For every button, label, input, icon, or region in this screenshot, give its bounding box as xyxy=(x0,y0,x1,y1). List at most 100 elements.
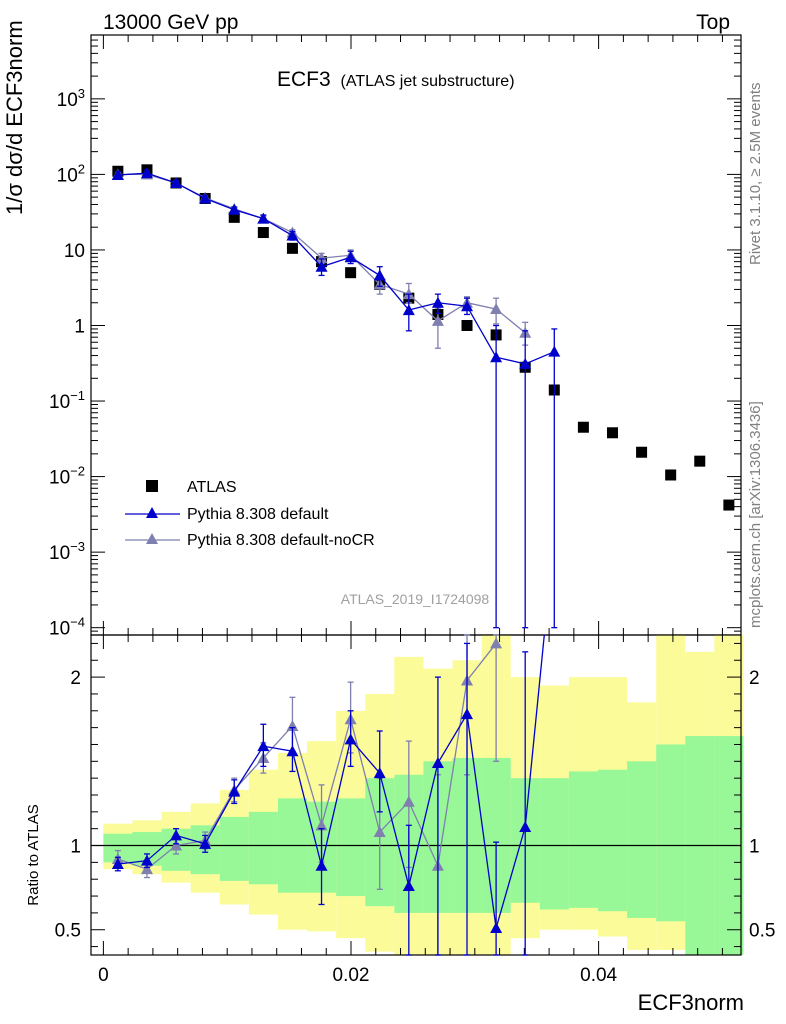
default-point xyxy=(199,192,212,204)
ratio-default-point xyxy=(257,740,270,752)
atlas-point xyxy=(577,421,589,433)
mcplots-label: mcplots.cern.ch [arXiv:1306.3436] xyxy=(747,401,764,628)
ratio-band-inner-bin xyxy=(627,761,657,918)
ratio-band-inner-bin xyxy=(598,769,628,912)
main-y-tick-label: 10−4 xyxy=(49,615,85,640)
ratio-default-point xyxy=(199,837,212,849)
main-axes: 10−4 10−3 10−2 10−1 1 10 102 103 xyxy=(49,34,742,640)
main-y-tick-label: 103 xyxy=(57,86,85,111)
legend-nocr-marker xyxy=(146,533,158,544)
default-point xyxy=(490,351,503,363)
default-point xyxy=(373,269,386,281)
default-point xyxy=(344,251,357,263)
ratio-default-point xyxy=(111,858,124,870)
default-point xyxy=(170,176,183,188)
ratio-default-point xyxy=(228,785,241,797)
legend-atlas-label: ATLAS xyxy=(187,479,237,496)
main-y-tick-label: 10−2 xyxy=(49,464,85,489)
atlas-point xyxy=(694,455,706,467)
ratio-default-point xyxy=(490,922,503,934)
x-tick-label: 0 xyxy=(98,965,109,986)
x-axis-label: ECF3norm xyxy=(638,990,744,1015)
ratio-default-point xyxy=(170,829,183,841)
ratio-default-point xyxy=(461,708,474,720)
ratio-default-point xyxy=(315,859,328,871)
atlas-point xyxy=(228,211,240,223)
x-tick-label: 0.02 xyxy=(333,965,370,986)
atlas-point xyxy=(257,227,269,239)
atlas-point xyxy=(665,469,677,481)
ratio-axes: 0 0.02 0.04 0.5 0.5 1 1 2 2 xyxy=(55,634,775,986)
y-axis-label-main-text: 1/σ dσ/d ECF3norm xyxy=(2,20,27,215)
rivet-label: Rivet 3.1.10, ≥ 2.5M events xyxy=(747,83,764,266)
ratio-band-inner-bin xyxy=(219,816,249,881)
default-line xyxy=(117,172,555,365)
atlas-point xyxy=(636,446,648,458)
default-point xyxy=(140,167,153,179)
ratio-y-tick-label-right: 2 xyxy=(749,668,760,689)
legend-default-marker xyxy=(146,507,158,518)
ratio-band-inner-bin xyxy=(539,778,569,910)
atlas-point xyxy=(606,427,618,439)
ratio-bands xyxy=(91,635,744,955)
ratio-default-point xyxy=(373,767,386,779)
ratio-y-tick-label-left: 2 xyxy=(70,668,81,689)
plot-title-sub: (ATLAS jet substructure) xyxy=(341,73,515,90)
main-y-tick-label: 1 xyxy=(74,316,85,337)
ratio-y-tick-label-left: 0.5 xyxy=(55,921,81,942)
y-axis-label-ratio: Ratio to ATLAS xyxy=(25,804,42,905)
header-right: Top xyxy=(696,11,730,34)
default-point xyxy=(228,203,241,215)
ratio-nocr-line xyxy=(117,643,497,870)
ratio-y-tick-label-right: 1 xyxy=(749,837,760,858)
ratio-nocr-point xyxy=(315,819,328,831)
ratio-band-inner-bin xyxy=(336,798,366,897)
ratio-band-inner-bin xyxy=(568,771,598,908)
plot-title: ECF3 (ATLAS jet substructure) xyxy=(277,68,515,91)
ratio-default-point xyxy=(140,854,153,866)
main-y-tick-label: 10 xyxy=(64,241,85,262)
default-point xyxy=(461,300,474,312)
default-point xyxy=(402,304,415,316)
ratio-band-inner-bin xyxy=(248,811,278,885)
nocr-point xyxy=(315,252,328,264)
default-point xyxy=(257,212,270,224)
header-left: 13000 GeV pp xyxy=(103,11,238,34)
ratio-default-point xyxy=(344,733,357,745)
main-y-tick-label: 102 xyxy=(57,161,85,186)
default-point xyxy=(111,169,124,181)
default-point xyxy=(315,260,328,272)
ratio-default-point xyxy=(402,879,415,891)
ratio-default-point xyxy=(286,745,299,757)
ratio-default-offscale xyxy=(524,634,545,828)
legend: ATLAS Pythia 8.308 default Pythia 8.308 … xyxy=(125,479,375,549)
plot-title-main: ECF3 xyxy=(277,68,331,91)
ratio-default-point xyxy=(431,757,444,768)
legend-default-label: Pythia 8.308 default xyxy=(187,506,329,523)
atlas-point xyxy=(723,499,735,511)
atlas-point xyxy=(286,242,298,254)
ratio-y-tick-label-left: 1 xyxy=(70,837,81,858)
ratio-y-tick-label-right: 0.5 xyxy=(749,921,775,942)
y-axis-label-main: 1/σ dσ/d ECF3norm xyxy=(2,20,27,215)
nocr-point xyxy=(431,314,444,326)
ratio-nocr-point xyxy=(170,839,183,851)
default-point xyxy=(519,357,532,369)
main-y-tick-label: 10−3 xyxy=(49,539,85,564)
analysis-id: ATLAS_2019_I1724098 xyxy=(341,591,490,607)
main-y-tick-label: 10−1 xyxy=(49,388,85,413)
ratio-data xyxy=(111,634,545,956)
atlas-point xyxy=(345,267,357,279)
default-point xyxy=(286,229,299,241)
ratio-nocr-point xyxy=(140,863,153,875)
ratio-nocr-point xyxy=(490,637,503,649)
default-point xyxy=(431,296,444,308)
default-point xyxy=(548,345,561,357)
legend-nocr-label: Pythia 8.308 default-noCR xyxy=(187,532,375,549)
ratio-band-inner-bin xyxy=(656,744,686,922)
legend-atlas-marker xyxy=(146,480,158,492)
x-tick-label: 0.04 xyxy=(580,965,617,986)
ratio-nocr-point xyxy=(373,826,386,838)
atlas-point xyxy=(461,319,473,331)
